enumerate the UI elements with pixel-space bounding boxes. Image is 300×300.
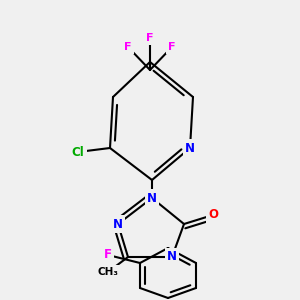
Text: F: F	[104, 248, 112, 262]
Text: N: N	[147, 191, 157, 205]
Text: F: F	[124, 42, 132, 52]
Text: N: N	[113, 218, 123, 230]
Text: CH₃: CH₃	[98, 267, 118, 277]
Text: O: O	[208, 208, 218, 221]
Text: F: F	[146, 33, 154, 43]
Text: Cl: Cl	[72, 146, 84, 158]
Text: N: N	[167, 250, 177, 263]
Text: N: N	[185, 142, 195, 154]
Text: F: F	[168, 42, 176, 52]
